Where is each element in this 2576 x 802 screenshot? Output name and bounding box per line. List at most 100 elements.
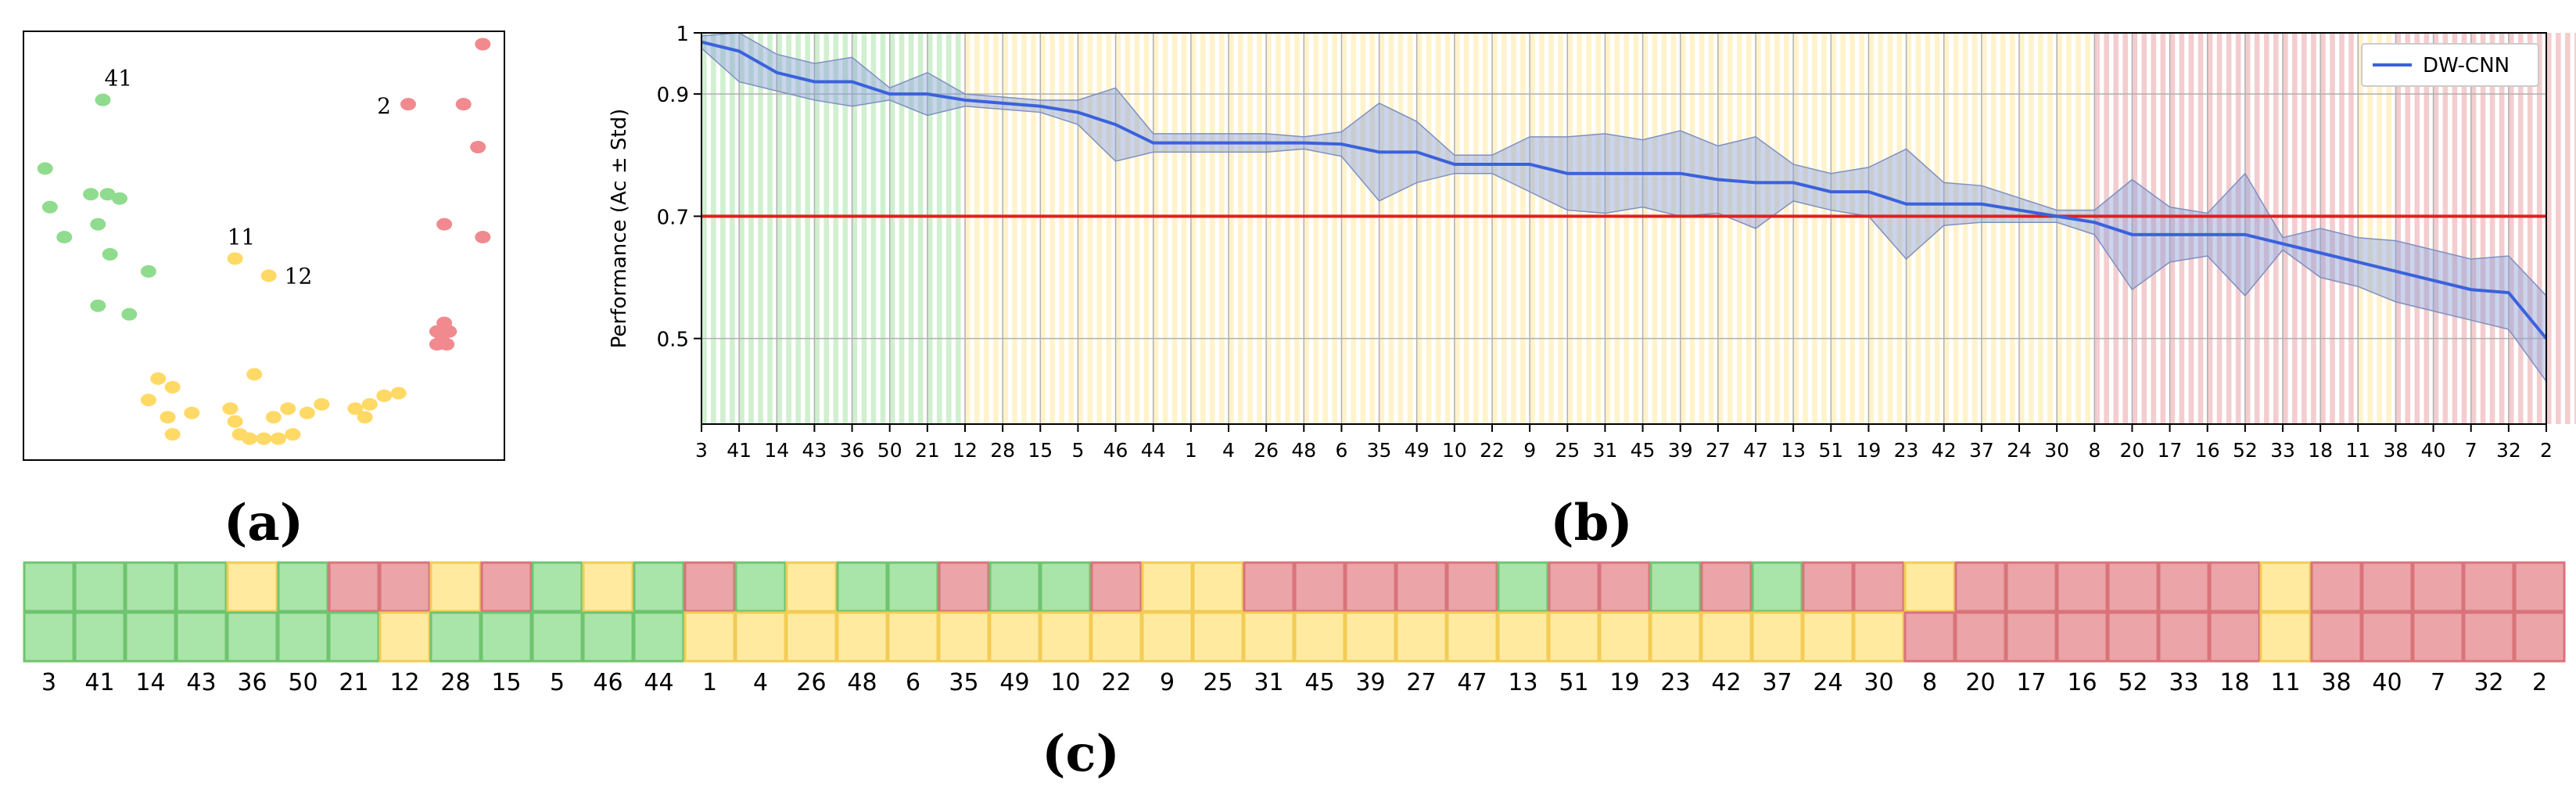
- heatmap-cell: [683, 561, 736, 613]
- heatmap-column-label: 40: [2372, 669, 2402, 696]
- shading-stripe: [730, 33, 735, 424]
- heatmap-cell: [2412, 561, 2464, 613]
- shading-stripe: [1003, 33, 1008, 424]
- scatter-point: [436, 218, 453, 231]
- shading-stripe: [2433, 33, 2439, 424]
- shading-stripe: [1332, 33, 1338, 424]
- shading-stripe: [805, 33, 811, 424]
- shading-stripe: [1878, 33, 1884, 424]
- shading-stripe: [1520, 33, 1526, 424]
- shading-stripe: [2197, 33, 2204, 424]
- heatmap-cell: [1548, 561, 1600, 613]
- shading-stripe: [2348, 33, 2354, 424]
- scatter-point: [400, 98, 416, 111]
- shading-stripe: [2292, 33, 2298, 424]
- shading-stripe: [899, 33, 905, 424]
- heatmap-cell: [988, 561, 1041, 613]
- shading-stripe: [2188, 33, 2194, 424]
- x-tick-label: 49: [1405, 439, 1430, 462]
- scatter-point: [361, 397, 378, 411]
- shading-stripe: [1511, 33, 1516, 424]
- shading-stripe: [2122, 33, 2129, 424]
- heatmap-cell: [1293, 561, 1346, 613]
- shading-stripe: [1454, 33, 1460, 424]
- shading-stripe: [758, 33, 763, 424]
- shading-stripe: [2480, 33, 2486, 424]
- x-tick-label: 36: [840, 439, 865, 462]
- shading-stripe: [1143, 33, 1150, 424]
- shading-stripe: [974, 33, 980, 424]
- shading-stripe: [1379, 33, 1385, 424]
- scatter-plot: 41 11 12 2: [37, 38, 491, 445]
- heatmap-cell: [1039, 611, 1092, 663]
- shading-stripe: [2226, 33, 2232, 424]
- heatmap-cell: [2158, 561, 2210, 613]
- shading-stripe: [1530, 33, 1535, 424]
- x-tick-label: 50: [877, 439, 902, 462]
- shading-stripe: [1492, 33, 1498, 424]
- shading-stripe: [2499, 33, 2505, 424]
- scatter-point: [99, 188, 116, 201]
- heatmap-cell: [2412, 611, 2464, 663]
- shading-stripe: [965, 33, 970, 424]
- x-tick-label: 11: [2345, 439, 2370, 462]
- shading-stripe: [889, 33, 895, 424]
- heatmap-cell: [531, 561, 583, 613]
- scatter-point: [222, 402, 239, 415]
- x-tick-label: 43: [802, 439, 827, 462]
- shading-stripe: [1162, 33, 1168, 424]
- heatmap-cell: [531, 611, 583, 663]
- x-tick-label: 12: [953, 439, 978, 462]
- heatmap-cell: [1141, 611, 1193, 663]
- heatmap-cell: [2208, 611, 2261, 663]
- shading-stripe: [2556, 33, 2561, 424]
- heatmap-cell: [836, 611, 888, 663]
- shading-stripe: [1774, 33, 1780, 424]
- shading-stripe: [2273, 33, 2279, 424]
- heatmap-column-label: 39: [1355, 669, 1385, 696]
- shading-stripe: [2179, 33, 2185, 424]
- shading-stripe: [2311, 33, 2316, 424]
- x-tick-label: 16: [2195, 439, 2220, 462]
- panel-b-label: (b): [1550, 494, 1632, 552]
- x-tick-label: 22: [1480, 439, 1505, 462]
- shading-stripe: [1275, 33, 1281, 424]
- shading-stripe: [1708, 33, 1714, 424]
- shading-stripe: [2254, 33, 2260, 424]
- shading-stripe: [1473, 33, 1479, 424]
- shading-stripe: [2094, 33, 2100, 424]
- shading-stripe: [1049, 33, 1055, 424]
- x-tick-label: 19: [1857, 439, 1882, 462]
- line-chart: 0.50.70.913 41 14 43 36 50 21 12 28 15 5 46 44 1 4 26 48…: [608, 23, 2576, 462]
- scatter-point: [270, 432, 286, 445]
- shading-stripe: [1840, 33, 1846, 424]
- x-tick-label: 6: [1335, 439, 1347, 462]
- shading-stripe: [1953, 33, 1959, 424]
- shading-stripe: [1623, 33, 1630, 424]
- shading-stripe: [1115, 33, 1121, 424]
- heatmap-cell: [429, 611, 482, 663]
- heatmap-cell: [2361, 611, 2413, 663]
- shading-stripe: [1831, 33, 1836, 424]
- heatmap-cell: [1700, 561, 1753, 613]
- y-axis-label: Performance (Ac ± Std): [608, 109, 631, 348]
- x-tick-label: 18: [2308, 439, 2333, 462]
- heatmap-cell: [1090, 611, 1143, 663]
- scatter-point: [140, 264, 156, 278]
- heatmap-column-label: 4: [753, 669, 768, 696]
- x-tick-label: 17: [2158, 439, 2183, 462]
- shading-stripe: [1717, 33, 1724, 424]
- heatmap-column-label: 2: [2532, 669, 2547, 696]
- heatmap-column-label: 41: [84, 669, 114, 696]
- scatter-point: [347, 402, 364, 415]
- shading-stripe: [1971, 33, 1978, 424]
- shading-stripe: [1171, 33, 1178, 424]
- heatmap-cell: [1141, 561, 1193, 613]
- heatmap-cell: [23, 611, 75, 663]
- shading-stripe: [1209, 33, 1215, 424]
- shading-stripe: [1539, 33, 1545, 424]
- heatmap-cell: [1344, 611, 1397, 663]
- shading-stripe: [2367, 33, 2373, 424]
- shading-stripe: [1670, 33, 1677, 424]
- shading-stripe: [1021, 33, 1027, 424]
